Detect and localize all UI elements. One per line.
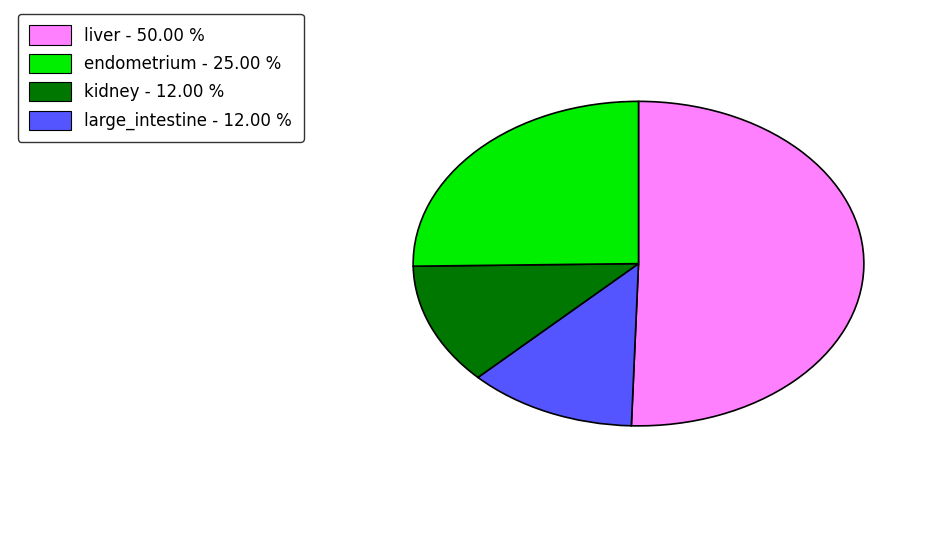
- Wedge shape: [413, 264, 639, 378]
- Legend: liver - 50.00 %, endometrium - 25.00 %, kidney - 12.00 %, large_intestine - 12.0: liver - 50.00 %, endometrium - 25.00 %, …: [18, 13, 304, 141]
- Wedge shape: [478, 264, 639, 426]
- Wedge shape: [631, 101, 864, 426]
- Wedge shape: [413, 101, 639, 266]
